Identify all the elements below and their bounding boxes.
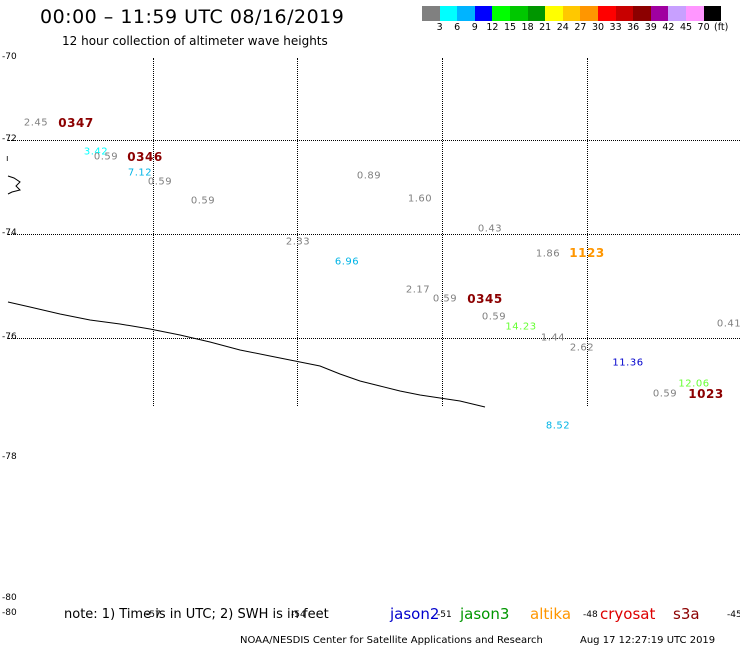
pass-time-label: 0347 <box>58 116 94 130</box>
colorbar-swatch <box>703 6 722 21</box>
colorbar-label: 33 <box>609 22 622 33</box>
pass-time-label: 1023 <box>688 387 724 401</box>
lon-label: -45 <box>727 610 740 620</box>
colorbar-swatch <box>597 6 616 21</box>
colorbar-label: 12 <box>486 22 499 33</box>
lat-label: -74 <box>2 228 17 238</box>
colorbar-swatch <box>439 6 458 21</box>
colorbar-label: 15 <box>503 22 517 33</box>
generated-timestamp: Aug 17 12:27:19 UTC 2019 <box>580 635 716 646</box>
lat-gridline <box>8 234 740 235</box>
wave-height-label: 0.59 <box>190 195 216 207</box>
pass-time-label: 1123 <box>569 246 605 260</box>
wave-height-label: 0.43 <box>477 223 503 235</box>
wave-height-label: 0.59 <box>432 293 458 305</box>
wave-height-colorbar <box>422 6 722 21</box>
colorbar-swatch <box>545 6 563 21</box>
lon-gridline <box>153 58 154 406</box>
colorbar-swatch <box>422 6 440 21</box>
colorbar-swatch <box>527 6 546 21</box>
lat-label: -80 <box>2 608 17 618</box>
colorbar-swatch <box>474 6 493 21</box>
map-subtitle: 12 hour collection of altimeter wave hei… <box>62 34 328 48</box>
wave-height-label: 0.59 <box>147 176 173 188</box>
colorbar-label: 27 <box>574 22 587 33</box>
colorbar-label: 45 <box>679 22 693 33</box>
wave-height-label: 0.41 <box>716 318 740 330</box>
lat-gridline <box>8 140 740 141</box>
satellite-s3a: s3a <box>673 605 700 623</box>
lon-label: -54 <box>291 610 306 620</box>
svg-text:ı: ı <box>6 154 9 164</box>
satellite-altika: altika <box>530 605 572 623</box>
lon-gridline <box>442 58 443 406</box>
colorbar-swatch <box>685 6 704 21</box>
colorbar-swatch <box>509 6 528 21</box>
colorbar-label: 3 <box>436 22 443 33</box>
wave-height-label: 11.36 <box>612 357 644 369</box>
colorbar-swatch <box>492 6 510 21</box>
wave-height-label: 2.62 <box>569 342 595 354</box>
colorbar-label: 24 <box>556 22 569 33</box>
lat-label: -72 <box>2 134 17 144</box>
colorbar-swatch <box>650 6 669 21</box>
lon-gridline <box>587 58 588 406</box>
colorbar-swatch <box>615 6 634 21</box>
lon-label: -57 <box>146 610 161 620</box>
pass-time-label: 0346 <box>127 150 163 164</box>
wave-height-label: 1.60 <box>407 193 433 205</box>
satellite-jason3: jason3 <box>460 605 510 623</box>
colorbar-swatch <box>633 6 651 21</box>
wave-height-label: 12.06 <box>678 378 710 390</box>
lat-label: -70 <box>2 52 17 62</box>
colorbar-swatch <box>457 6 475 21</box>
colorbar-label: 18 <box>521 22 534 33</box>
lon-label: -48 <box>583 610 598 620</box>
colorbar-label: 36 <box>627 22 640 33</box>
wave-height-label: 3.42 <box>83 146 109 158</box>
colorbar-label: 9 <box>471 22 478 33</box>
wave-height-label: 2.33 <box>285 236 311 248</box>
colorbar-label: 42 <box>662 22 675 33</box>
lat-label: -80 <box>2 593 17 603</box>
wave-height-label: 0.89 <box>356 170 382 182</box>
colorbar-swatch <box>562 6 581 21</box>
lon-gridline <box>297 58 298 406</box>
map-title: 00:00 – 11:59 UTC 08/16/2019 <box>40 6 345 28</box>
lat-label: -76 <box>2 332 17 342</box>
credit-line: NOAA/NESDIS Center for Satellite Applica… <box>240 635 543 646</box>
colorbar-swatch <box>580 6 598 21</box>
lat-label: -78 <box>2 452 17 462</box>
colorbar-label: 6 <box>454 22 461 33</box>
colorbar-label: 30 <box>591 22 605 33</box>
footer-note: note: 1) Time is in UTC; 2) SWH is in fe… <box>64 607 329 622</box>
wave-height-label: 1.44 <box>540 332 566 344</box>
wave-height-label: 6.96 <box>334 256 360 268</box>
satellite-cryosat: cryosat <box>600 605 656 623</box>
colorbar-label: 70 <box>697 22 710 33</box>
wave-height-label: 0.59 <box>93 151 119 163</box>
wave-height-label: 1.86 <box>535 248 561 260</box>
colorbar-swatch <box>668 6 686 21</box>
colorbar-label: 21 <box>539 22 552 33</box>
wave-height-label: 0.59 <box>652 388 678 400</box>
lon-label: -51 <box>437 610 452 620</box>
wave-height-label: 2.17 <box>405 284 431 296</box>
wave-height-label: 7.12 <box>127 167 153 179</box>
colorbar-label: 39 <box>644 22 657 33</box>
pass-time-label: 0345 <box>467 292 503 306</box>
wave-height-label: 2.45 <box>23 117 49 129</box>
wave-height-label: 14.23 <box>505 321 537 333</box>
satellite-jason2: jason2 <box>390 605 440 623</box>
colorbar-label: (ft) <box>714 22 729 33</box>
wave-height-label: 8.52 <box>545 420 571 432</box>
lat-gridline <box>8 338 740 339</box>
wave-height-label: 0.59 <box>481 311 507 323</box>
